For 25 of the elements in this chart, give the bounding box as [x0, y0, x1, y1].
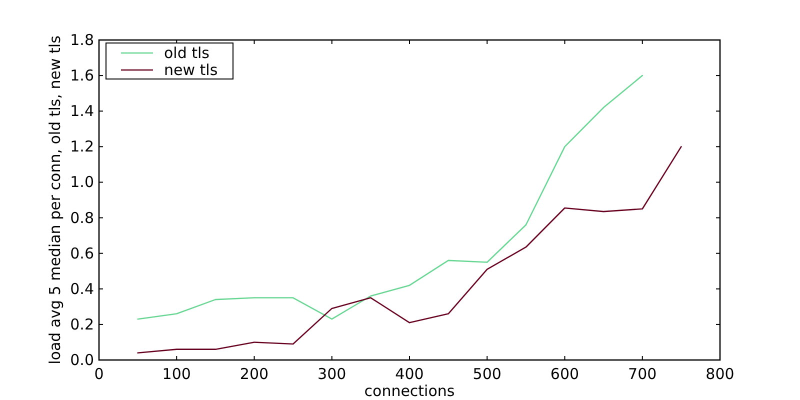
- x-tick-label: 600: [550, 365, 580, 383]
- y-tick-label: 1.8: [70, 31, 94, 49]
- line-series: [137, 74, 644, 320]
- legend-label: new tls: [164, 61, 218, 79]
- x-tick-label: 0: [94, 365, 104, 383]
- line-series: [137, 146, 682, 354]
- x-tick-label: 300: [318, 365, 346, 383]
- legend-label: old tls: [164, 44, 210, 62]
- y-tick-label: 0.2: [70, 315, 94, 334]
- y-tick-label: 0.8: [70, 208, 94, 227]
- y-tick-label: 0.4: [70, 280, 94, 298]
- x-tick-label: 100: [162, 365, 191, 383]
- y-tick-label: 1.4: [70, 102, 94, 120]
- x-tick-label: 700: [628, 365, 657, 383]
- x-axis-title: connections: [364, 382, 455, 400]
- y-tick-label: 1.2: [70, 138, 94, 156]
- y-axis-title: load avg 5 median per conn, old tls, new tls: [46, 35, 64, 364]
- y-tick-label: 0.6: [70, 244, 94, 262]
- x-tick-label: 800: [706, 365, 734, 383]
- x-tick-label: 200: [240, 365, 269, 383]
- x-tick-label: 500: [472, 365, 502, 383]
- y-tick-label: 1.6: [70, 66, 94, 85]
- x-tick-label: 400: [395, 365, 424, 383]
- y-tick-label: 1.0: [70, 173, 94, 192]
- y-tick-label: 0.0: [70, 351, 94, 369]
